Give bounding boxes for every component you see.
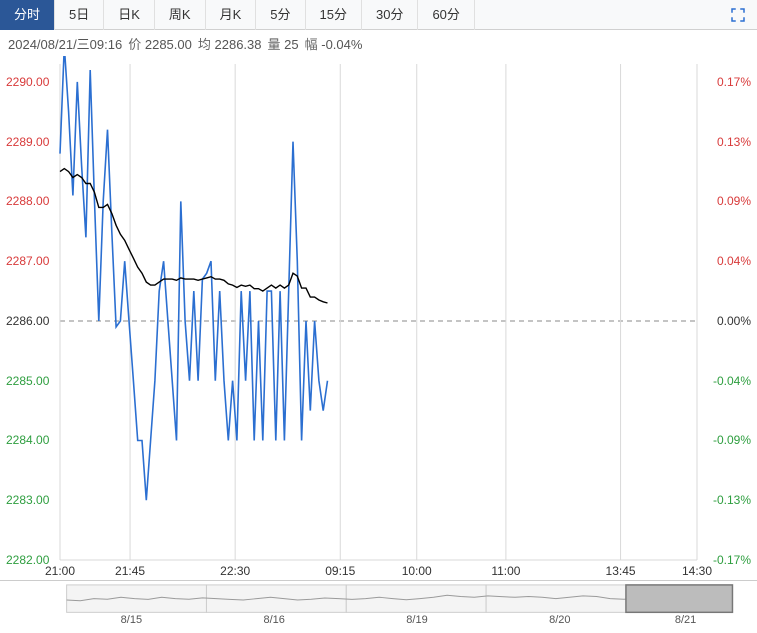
xtick: 22:30 [220, 564, 250, 578]
avg-value: 2286.38 [215, 37, 262, 52]
xtick: 10:00 [402, 564, 432, 578]
xtick: 09:15 [325, 564, 355, 578]
avg-label: 均 [198, 37, 211, 52]
nav-label: 8/20 [549, 614, 570, 626]
expand-icon[interactable] [729, 6, 747, 24]
ytick-left: 2286.00 [6, 314, 49, 328]
ytick-right: 0.13% [717, 135, 751, 149]
info-datetime: 2024/08/21/三09:16 [8, 34, 122, 53]
tab-周K[interactable]: 周K [155, 0, 206, 30]
tab-5日[interactable]: 5日 [55, 0, 104, 30]
xtick: 21:00 [45, 564, 75, 578]
amp-value: -0.04% [321, 37, 362, 52]
ytick-right: -0.17% [713, 553, 751, 567]
amp-label: 幅 [305, 37, 318, 52]
ytick-left: 2282.00 [6, 553, 49, 567]
vol-label: 量 [268, 37, 281, 52]
ytick-left: 2285.00 [6, 374, 49, 388]
price-value: 2285.00 [145, 37, 192, 52]
chart-area[interactable]: 2290.00 2289.00 2288.00 2287.00 2286.00 2285.… [0, 56, 757, 580]
nav-label: 8/15 [121, 614, 142, 626]
price-label: 价 [128, 37, 141, 52]
nav-label: 8/19 [406, 614, 427, 626]
info-bar: 2024/08/21/三09:16 价 2285.00 均 2286.38 量 … [0, 30, 757, 56]
ytick-right: 0.04% [717, 254, 751, 268]
tab-60分[interactable]: 60分 [418, 0, 474, 30]
xtick: 14:30 [682, 564, 712, 578]
vol-value: 25 [284, 37, 298, 52]
nav-label: 8/21 [675, 614, 696, 626]
ytick-left: 2284.00 [6, 433, 49, 447]
tab-日K[interactable]: 日K [104, 0, 155, 30]
ytick-right: -0.13% [713, 493, 751, 507]
xtick: 13:45 [606, 564, 636, 578]
ytick-right: 0.17% [717, 75, 751, 89]
tab-月K[interactable]: 月K [206, 0, 257, 30]
navigator[interactable]: 8/15 8/16 8/19 8/20 8/21 [0, 580, 757, 628]
tab-分时[interactable]: 分时 [0, 0, 55, 30]
timeframe-tabs: 分时5日日K周K月K5分15分30分60分 [0, 0, 757, 30]
tab-15分[interactable]: 15分 [306, 0, 362, 30]
nav-label: 8/16 [263, 614, 284, 626]
xtick: 21:45 [115, 564, 145, 578]
tab-30分[interactable]: 30分 [362, 0, 418, 30]
ytick-right: -0.09% [713, 433, 751, 447]
ytick-right: 0.09% [717, 194, 751, 208]
ytick-left: 2290.00 [6, 75, 49, 89]
ytick-right: -0.04% [713, 374, 751, 388]
ytick-right: 0.00% [717, 314, 751, 328]
ytick-left: 2289.00 [6, 135, 49, 149]
ytick-left: 2283.00 [6, 493, 49, 507]
ytick-left: 2287.00 [6, 254, 49, 268]
ytick-left: 2288.00 [6, 194, 49, 208]
tab-5分[interactable]: 5分 [256, 0, 305, 30]
xtick: 11:00 [491, 564, 520, 578]
